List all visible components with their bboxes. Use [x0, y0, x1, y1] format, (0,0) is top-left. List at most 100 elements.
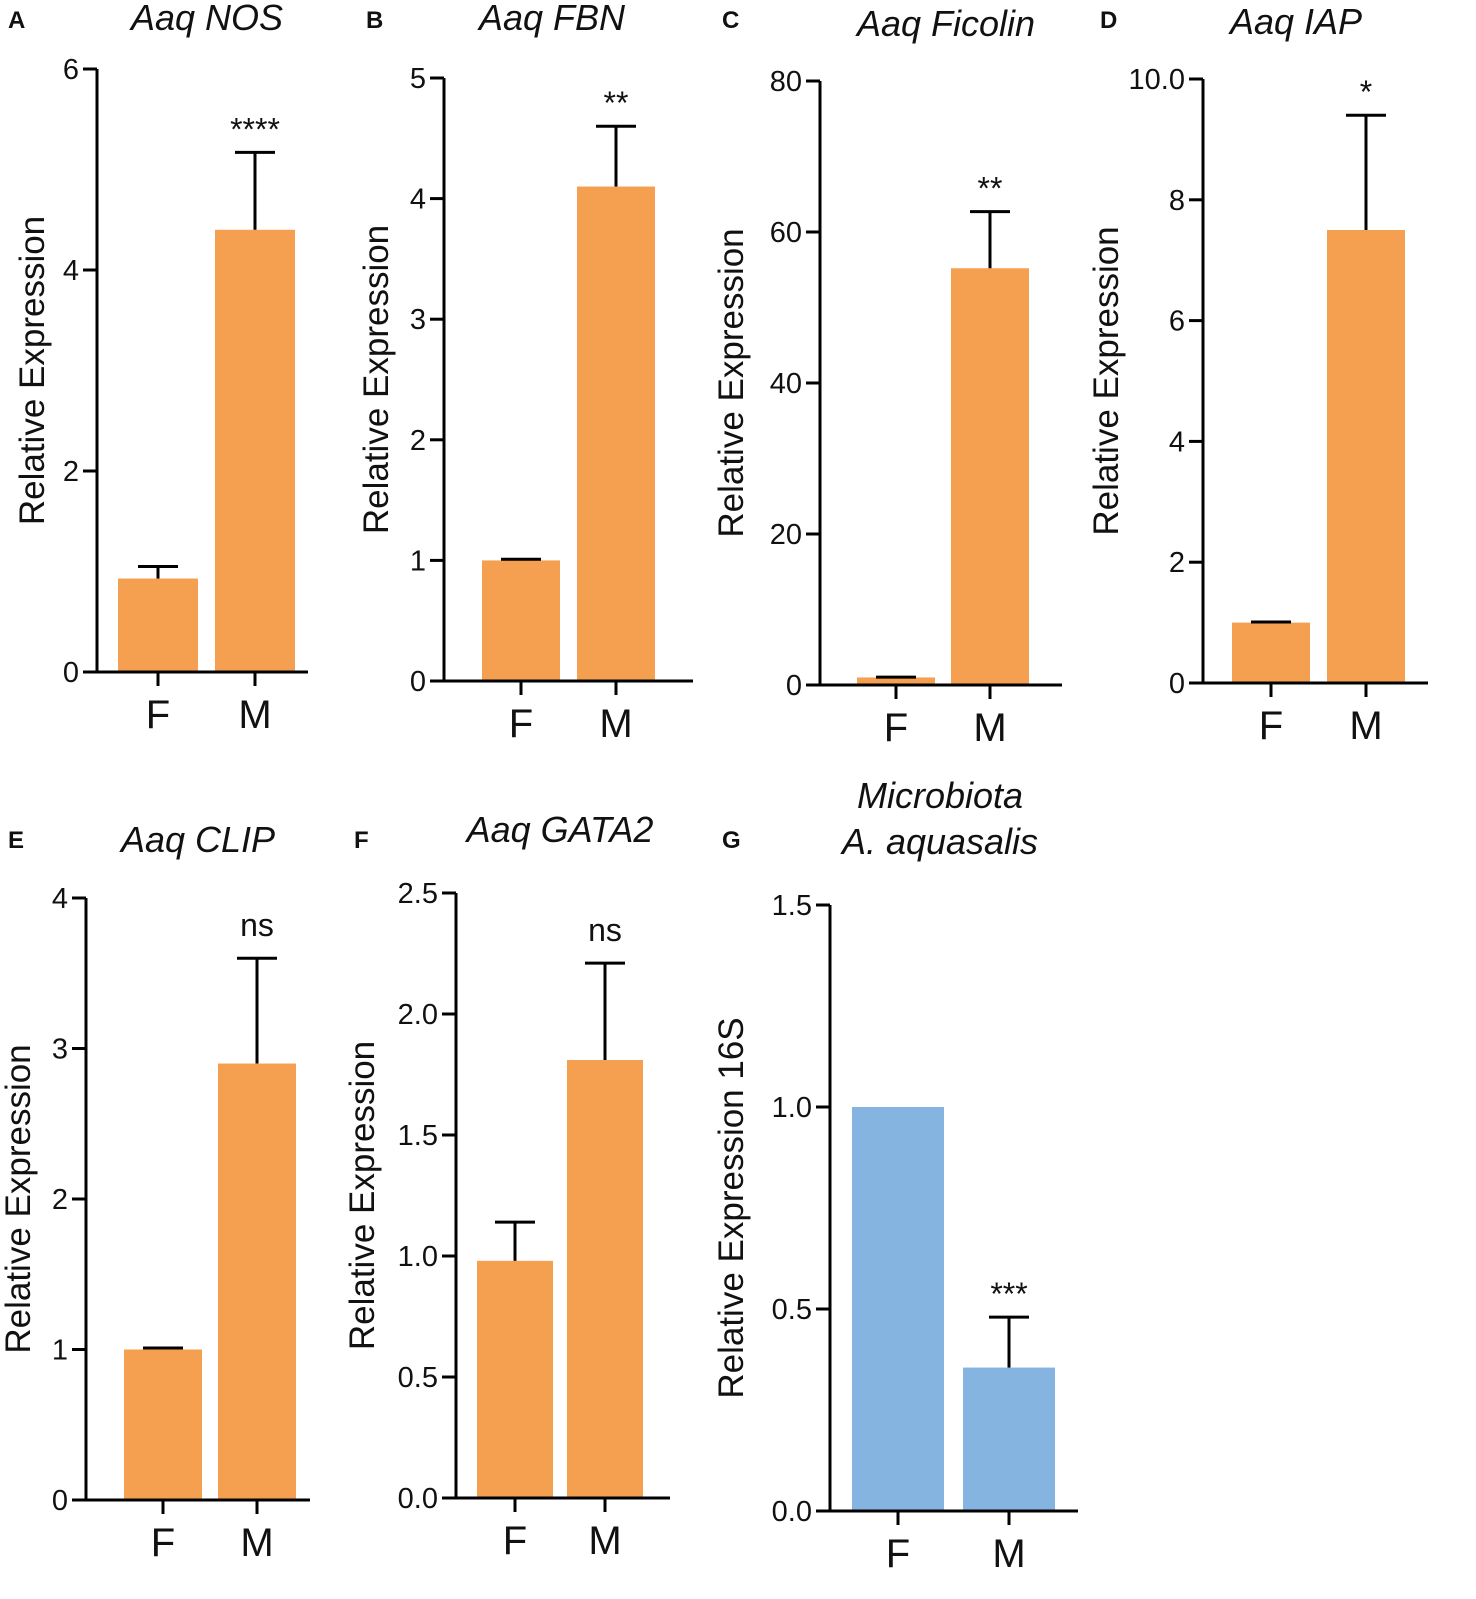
y-tick-label-d-4: 8 — [1169, 185, 1185, 217]
x-tick-label-e-m: M — [240, 1521, 273, 1565]
x-tick-label-g-m: M — [992, 1532, 1025, 1576]
y-tick-label-f-5: 2.5 — [398, 878, 438, 910]
y-tick-label-d-5: 10.0 — [1129, 64, 1185, 96]
y-tick-label-c-4: 80 — [770, 66, 802, 98]
chart-title-f: Aaq GATA2 — [465, 809, 654, 850]
y-axis-title-f: Relative Expression — [343, 1041, 382, 1350]
y-tick-label-f-4: 2.0 — [398, 999, 438, 1031]
y-axis-title-e: Relative Expression — [0, 1044, 38, 1353]
y-tick-label-f-3: 1.5 — [398, 1120, 438, 1152]
x-tick-label-a-f: F — [146, 693, 170, 737]
chart-panel-a: A Aaq NOS 0 2 4 6 F M Relative Expression **** — [8, 0, 308, 737]
bar-f-f — [477, 1260, 553, 1498]
bar-d-m — [1327, 230, 1405, 683]
y-axis-title-b: Relative Expression — [357, 225, 396, 534]
y-tick-label-b-2: 2 — [410, 425, 426, 457]
chart-title-g-line-1: Microbiota — [857, 775, 1023, 816]
y-tick-label-e-3: 3 — [52, 1034, 68, 1066]
y-tick-label-f-2: 1.0 — [398, 1241, 438, 1273]
chart-title-b: Aaq FBN — [477, 0, 626, 38]
panel-letter-e: E — [8, 827, 24, 854]
x-tick-label-b-f: F — [509, 702, 533, 746]
y-tick-label-e-0: 0 — [52, 1485, 68, 1517]
x-tick-label-c-m: M — [973, 706, 1006, 750]
y-tick-label-b-1: 1 — [410, 545, 426, 577]
bar-g-m — [963, 1367, 1055, 1511]
y-tick-label-e-4: 4 — [52, 883, 68, 915]
bar-b-m — [577, 186, 655, 682]
y-tick-label-e-2: 2 — [52, 1184, 68, 1216]
x-tick-label-b-m: M — [599, 702, 632, 746]
chart-title-c: Aaq Ficolin — [855, 3, 1035, 44]
bar-b-f — [482, 560, 560, 681]
y-tick-label-c-3: 60 — [770, 217, 802, 249]
chart-title-e: Aaq CLIP — [119, 819, 275, 860]
chart-panel-d: D Aaq IAP 0 2 4 6 8 10.0 F M Relative Expression * — [1087, 1, 1428, 748]
x-tick-label-g-f: F — [886, 1532, 910, 1576]
x-tick-label-d-f: F — [1259, 704, 1283, 748]
y-tick-label-b-0: 0 — [410, 666, 426, 698]
chart-panel-e: E Aaq CLIP 0 1 2 3 4 F M Relative Expression ns — [0, 819, 310, 1565]
bar-a-m — [215, 229, 295, 673]
chart-title-d: Aaq IAP — [1228, 1, 1362, 42]
chart-panel-c: C Aaq Ficolin 0 20 40 60 80 F M Relative Expressi… — [712, 3, 1062, 750]
y-tick-label-c-0: 0 — [786, 670, 802, 702]
y-tick-label-a-0: 0 — [63, 657, 79, 689]
y-tick-label-d-3: 6 — [1169, 306, 1185, 338]
y-axis-title-d: Relative Expression — [1087, 226, 1126, 535]
panel-letter-a: A — [8, 7, 25, 34]
x-tick-label-f-f: F — [503, 1519, 527, 1563]
bar-d-f — [1232, 622, 1310, 683]
x-tick-label-e-f: F — [151, 1521, 175, 1565]
y-tick-label-g-1: 0.5 — [772, 1294, 812, 1326]
y-tick-label-g-2: 1.0 — [772, 1092, 812, 1124]
bar-c-f — [857, 677, 935, 685]
y-tick-label-b-3: 3 — [410, 304, 426, 336]
x-tick-label-a-m: M — [238, 693, 271, 737]
chart-title-g-line-2: A. aquasalis — [840, 821, 1038, 862]
y-axis-title-c: Relative Expression — [712, 228, 751, 537]
chart-panel-b: B Aaq FBN 0 1 2 3 4 5 F M Relative Expression ** — [357, 0, 693, 746]
panel-letter-b: B — [366, 7, 383, 34]
y-tick-label-d-0: 0 — [1169, 668, 1185, 700]
significance-label-c: ** — [978, 171, 1003, 207]
chart-title-a: Aaq NOS — [129, 0, 283, 38]
chart-panel-f: F Aaq GATA2 0.0 0.5 1.0 1.5 2.0 2.5 F M Relative E… — [343, 809, 670, 1563]
x-tick-label-d-m: M — [1349, 704, 1382, 748]
y-tick-label-a-2: 4 — [63, 255, 79, 287]
significance-label-f: ns — [588, 912, 622, 948]
y-axis-title-g: Relative Expression 16S — [712, 1017, 751, 1398]
bar-e-f — [124, 1349, 202, 1500]
bar-f-m — [567, 1059, 643, 1498]
y-tick-label-c-2: 40 — [770, 368, 802, 400]
x-tick-label-c-f: F — [884, 706, 908, 750]
y-tick-label-d-2: 4 — [1169, 426, 1185, 458]
y-tick-label-b-4: 4 — [410, 184, 426, 216]
y-axis-title-a: Relative Expression — [13, 216, 52, 525]
y-tick-label-f-0: 0.0 — [398, 1483, 438, 1515]
y-tick-label-a-1: 2 — [63, 456, 79, 488]
significance-label-a: **** — [230, 111, 280, 147]
bar-a-f — [118, 578, 198, 672]
panel-letter-f: F — [354, 827, 369, 854]
significance-label-b: ** — [604, 85, 629, 121]
bar-e-m — [218, 1063, 296, 1500]
panel-letter-d: D — [1100, 7, 1117, 34]
y-tick-label-f-1: 0.5 — [398, 1362, 438, 1394]
bar-c-m — [951, 268, 1029, 685]
y-tick-label-g-0: 0.0 — [772, 1496, 812, 1528]
y-tick-label-d-1: 2 — [1169, 547, 1185, 579]
y-tick-label-e-1: 1 — [52, 1335, 68, 1367]
y-tick-label-a-3: 6 — [63, 54, 79, 86]
y-tick-label-b-5: 5 — [410, 63, 426, 95]
significance-label-d: * — [1360, 74, 1372, 110]
significance-label-g: *** — [990, 1276, 1027, 1312]
chart-panel-g: G Microbiota A. aquasalis 0.0 0.5 1.0 1.5 F M Rel… — [712, 775, 1078, 1576]
bar-g-f — [852, 1107, 944, 1511]
panel-letter-c: C — [722, 7, 739, 34]
significance-label-e: ns — [240, 907, 274, 943]
y-tick-label-g-3: 1.5 — [772, 890, 812, 922]
panel-letter-g: G — [722, 827, 741, 854]
x-tick-label-f-m: M — [588, 1519, 621, 1563]
